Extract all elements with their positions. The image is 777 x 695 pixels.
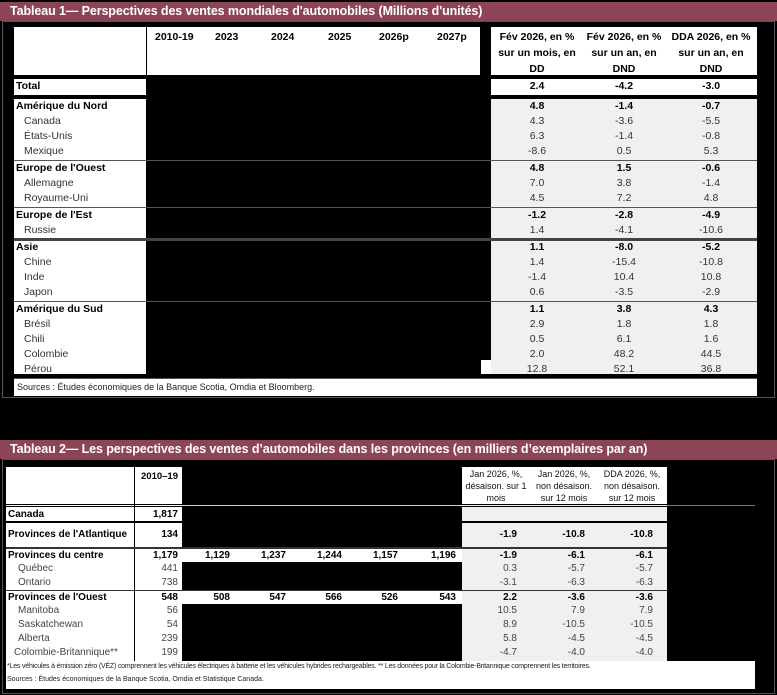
total-value: 2.4 [529,80,545,92]
year-header: 2010-19 [155,31,194,43]
country-label: Chili [24,333,45,345]
row-label: Provinces de l'Atlantique [8,529,128,540]
country-label: Mexique [24,145,64,157]
row-label: Alberta [18,633,50,644]
country-label: Pérou [24,363,53,375]
year-header: 2025 [328,31,352,43]
divider [14,301,757,302]
country-label: Canada [24,115,61,127]
country-label: Allemagne [24,177,74,189]
table1-pct-headers: Fév 2026, en % sur un mois, en DD Fév 20… [491,27,757,75]
pct-header: DDA 2026, %, non désaison. sur 12 mois [603,469,661,503]
table2-title: Tableau 2— Les perspectives des ventes d… [0,440,777,459]
group-label: Asie [16,241,39,253]
divider [14,75,146,78]
table1-source: Sources : Études économiques de la Banqu… [17,382,315,392]
row-label-total: Total [16,80,41,92]
pct-header: DDA 2026, en % sur un an, en DND [671,31,751,75]
country-label: Russie [24,224,57,236]
country-label: Royaume-Uni [24,192,89,204]
table1-header-label-cell [14,27,146,75]
row-label: Saskatchewan [18,619,84,630]
year-header: 2010–19 [141,471,178,482]
country-label: Japon [24,286,53,298]
row-label: Provinces du centre [8,550,104,561]
row-label: Ontario [18,577,51,588]
row-label: Colombie-Britannique** [14,647,118,658]
total-value: -3.0 [701,80,721,92]
divider [491,75,757,78]
total-value: -4.2 [614,80,634,92]
year-header: 2024 [271,31,295,43]
group-label: Amérique du Nord [16,100,108,112]
country-label: États-Unis [24,130,73,142]
country-label: Brésil [24,318,51,330]
country-label: Colombie [24,348,69,360]
divider [14,95,146,98]
table1-title: Tableau 1— Perspectives des ventes mondi… [0,2,777,21]
pct-header: Jan 2026, %, non désaison. sur 12 mois [535,469,593,503]
row-label: Québec [18,563,54,574]
table2-footnote: *Les véhicules à émission zéro (VÉZ) com… [7,663,591,670]
pct-header: Fév 2026, en % sur un an, en DND [586,31,662,75]
divider [14,207,757,208]
table1-year-headers: 2010-19 2023 2024 2025 2026p 2027p [146,27,481,75]
divider [14,160,757,161]
pct-header: Fév 2026, en % sur un mois, en DD [498,31,576,75]
divider [491,95,757,98]
country-label: Chine [24,256,52,268]
divider [14,378,757,379]
group-label: Amérique du Sud [16,303,103,315]
group-label: Europe de l'Ouest [16,162,106,174]
group-label: Europe de l'Est [16,209,93,221]
year-header: 2023 [215,31,239,43]
country-label: Inde [24,271,45,283]
table1-frame [2,21,775,398]
year-header: 2026p [379,31,409,43]
row-label: Manitoba [18,605,60,616]
table2-source: Sources : Études économiques de la Banqu… [7,676,264,683]
row-label: Provinces de l'Ouest [8,592,107,603]
year-header: 2027p [437,31,467,43]
table2-frame [2,459,775,694]
pct-header: Jan 2026, %, désaison. sur 1 mois [465,469,527,503]
table1: 2010-19 2023 2024 2025 2026p 2027p Fév 2… [14,27,757,397]
row-label: Canada [8,509,45,520]
divider [14,238,757,241]
divider [146,75,491,76]
